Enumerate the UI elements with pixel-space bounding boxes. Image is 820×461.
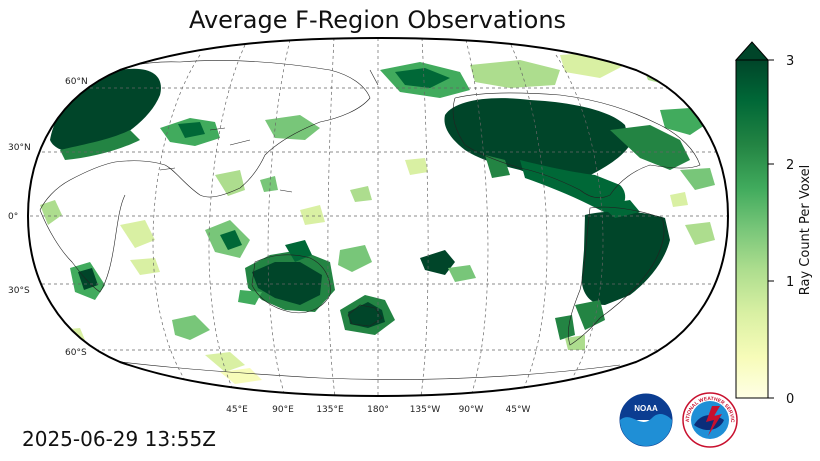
colorbar-gradient (735, 59, 769, 399)
noaa-logo: NOAA (619, 393, 673, 447)
globe (26, 36, 730, 398)
colorbar-label: Ray Count Per Voxel (798, 165, 813, 295)
chart-title: Average F-Region Observations (188, 6, 567, 34)
lat-label-30s: 30°S (8, 286, 30, 296)
lat-label-60s: 60°S (65, 348, 87, 358)
colorbar-tick-1: 1 (786, 275, 794, 290)
lon-label-135w: 135°W (410, 405, 441, 415)
globe-outline (26, 36, 730, 398)
colorbar-tick-3: 3 (786, 54, 794, 69)
lat-label-0: 0° (8, 212, 18, 222)
lat-label-60n: 60°N (65, 77, 88, 87)
timestamp: 2025-06-29 13:55Z (22, 427, 216, 451)
lon-label-45e: 45°E (226, 405, 248, 415)
lon-label-45w: 45°W (506, 405, 531, 415)
observation-density-layer (40, 52, 715, 384)
longitude-labels: 45°E 90°E 135°E 180° 135°W 90°W 45°W (226, 405, 530, 415)
colorbar-tick-0: 0 (786, 392, 794, 407)
gridlines (28, 38, 728, 396)
lon-label-135e: 135°E (316, 405, 344, 415)
colorbar: 0 1 2 3 Ray Count Per Voxel (734, 41, 813, 407)
lat-label-30n: 30°N (8, 143, 31, 153)
lon-label-90w: 90°W (459, 405, 484, 415)
noaa-logo-text: NOAA (634, 404, 658, 413)
colorbar-tick-2: 2 (786, 158, 794, 173)
colorbar-extend-arrow (734, 41, 770, 61)
lon-label-90e: 90°E (272, 405, 294, 415)
lon-label-180: 180° (367, 405, 389, 415)
latitude-labels: 60°N 30°N 0° 30°S 60°S (8, 77, 88, 358)
